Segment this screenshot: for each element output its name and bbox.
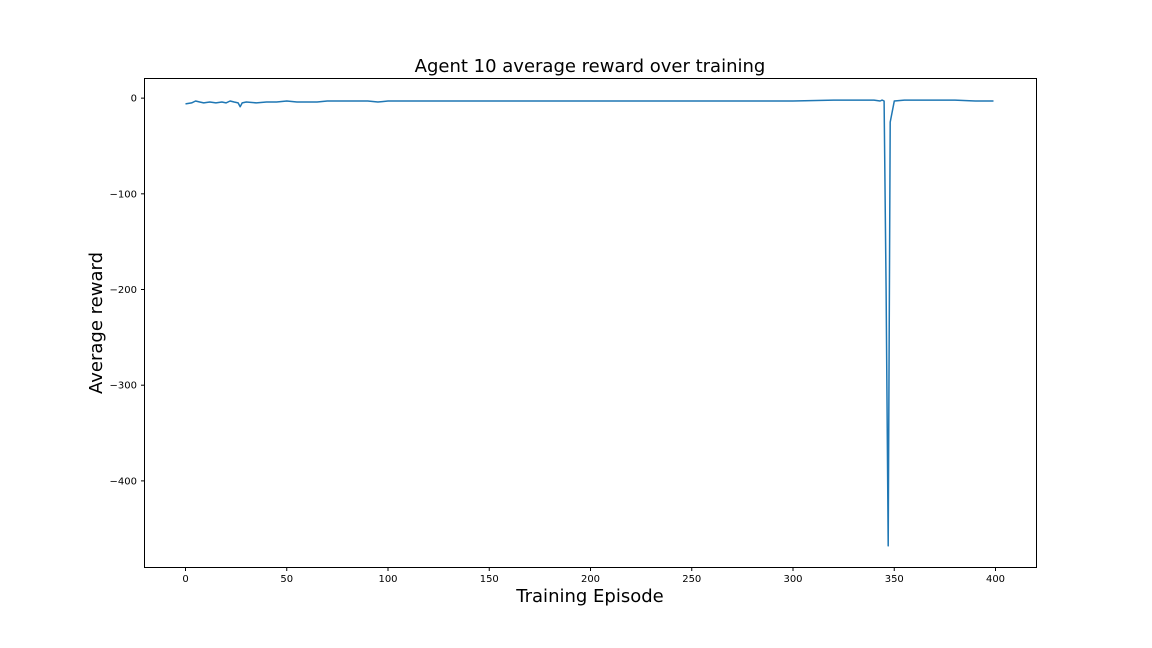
y-axis-label: Average reward [86, 252, 107, 394]
y-tick-label: −100 [110, 189, 137, 200]
x-tick-label: 100 [378, 574, 397, 585]
x-tick-label: 350 [885, 574, 904, 585]
series-line [185, 99, 994, 547]
y-tick-label: −300 [110, 381, 137, 392]
x-tick-label: 300 [783, 574, 802, 585]
y-tick-label: −200 [110, 285, 137, 296]
y-tick-label: 0 [131, 94, 137, 105]
x-tick-label: 0 [182, 574, 188, 585]
x-tick-label: 250 [682, 574, 701, 585]
chart-title: Agent 10 average reward over training [415, 56, 766, 77]
x-tick-label: 50 [280, 574, 293, 585]
y-tick-label: −400 [110, 476, 137, 487]
x-axis-label: Training Episode [515, 586, 663, 607]
x-axis: 0 50 100 150 200 250 300 350 400 [182, 567, 1005, 585]
y-axis: 0 −100 −200 −300 −400 [110, 94, 145, 487]
x-tick-label: 400 [986, 574, 1005, 585]
x-tick-label: 150 [480, 574, 499, 585]
x-tick-label: 200 [581, 574, 600, 585]
plot-area [144, 78, 1037, 568]
